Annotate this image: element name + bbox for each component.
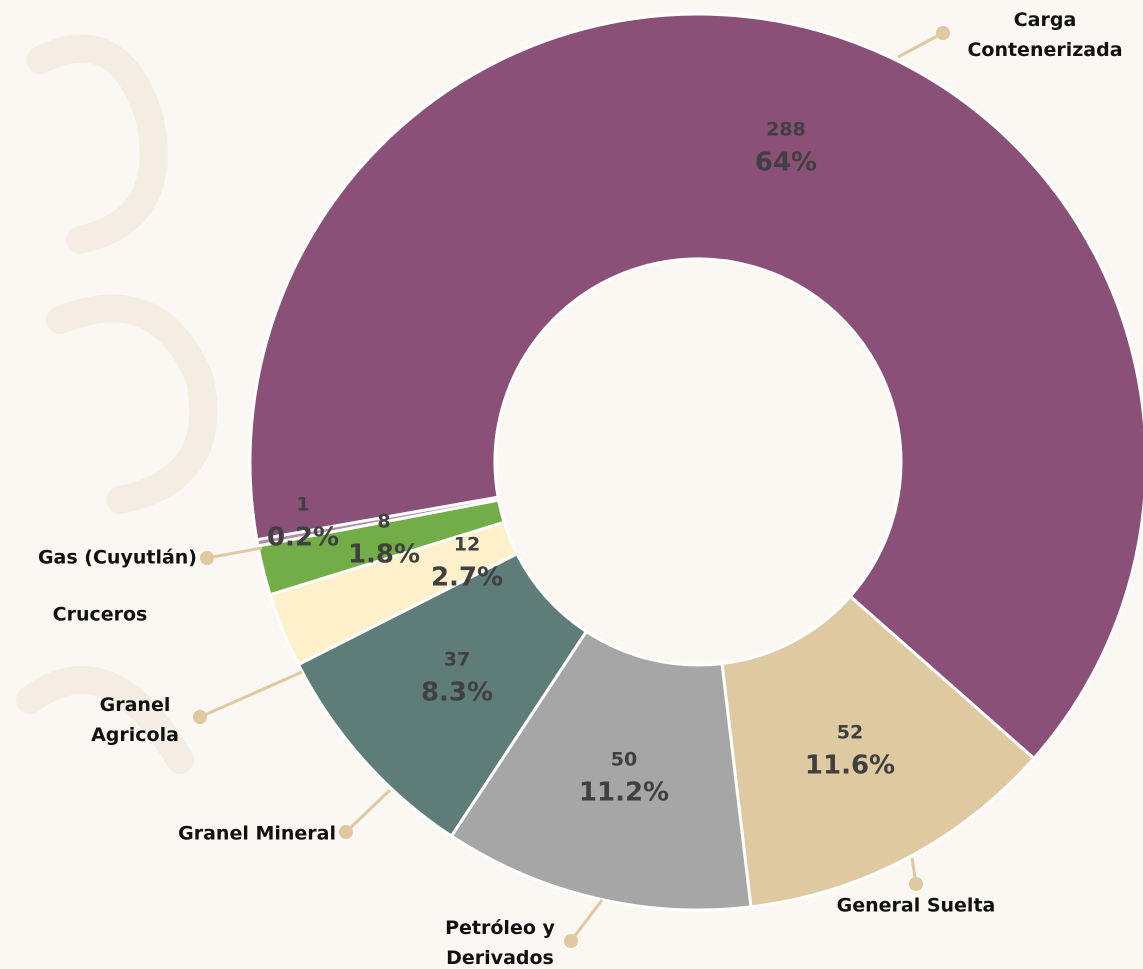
donut-slice <box>255 495 501 548</box>
percentage-label: 2.7% <box>431 563 503 593</box>
percentage-label: 0.2% <box>267 523 339 553</box>
leader-line <box>206 546 263 560</box>
percentage-label: 11.6% <box>805 751 895 781</box>
leader-dot <box>193 710 207 724</box>
value-label: 12 <box>454 534 480 556</box>
category-label: Petróleo y Derivados <box>445 917 555 969</box>
category-label: Gas (Cuyutlán) <box>38 547 197 569</box>
donut-slice <box>296 551 589 839</box>
leader-line <box>569 899 604 942</box>
category-label: Carga Contenerizada <box>967 9 1122 61</box>
percentage-label: 11.2% <box>579 778 669 808</box>
leader-dot <box>564 934 578 948</box>
percentage-label: 1.8% <box>348 540 420 570</box>
leader-dot <box>339 825 353 839</box>
category-label: General Suelta <box>837 895 996 917</box>
percentage-label: 64% <box>755 148 817 178</box>
value-label: 288 <box>766 119 806 141</box>
value-label: 37 <box>444 649 470 671</box>
percentage-label: 8.3% <box>421 678 493 708</box>
donut-slice <box>449 629 753 912</box>
category-label: Cruceros <box>53 604 148 626</box>
leader-line <box>344 788 392 834</box>
leader-line <box>199 670 303 719</box>
leader-dot <box>936 26 950 40</box>
leader-dot <box>909 877 923 891</box>
value-label: 50 <box>611 749 637 771</box>
value-label: 8 <box>377 511 390 533</box>
category-label: Granel Mineral <box>178 823 336 845</box>
leader-line <box>897 31 944 59</box>
donut-slice <box>248 12 1143 761</box>
category-label: Granel Agricola <box>91 694 179 746</box>
value-label: 52 <box>837 722 863 744</box>
leader-dot <box>200 551 214 565</box>
value-label: 1 <box>296 494 309 516</box>
donut-slice <box>720 594 1037 909</box>
background-pattern <box>16 34 218 774</box>
